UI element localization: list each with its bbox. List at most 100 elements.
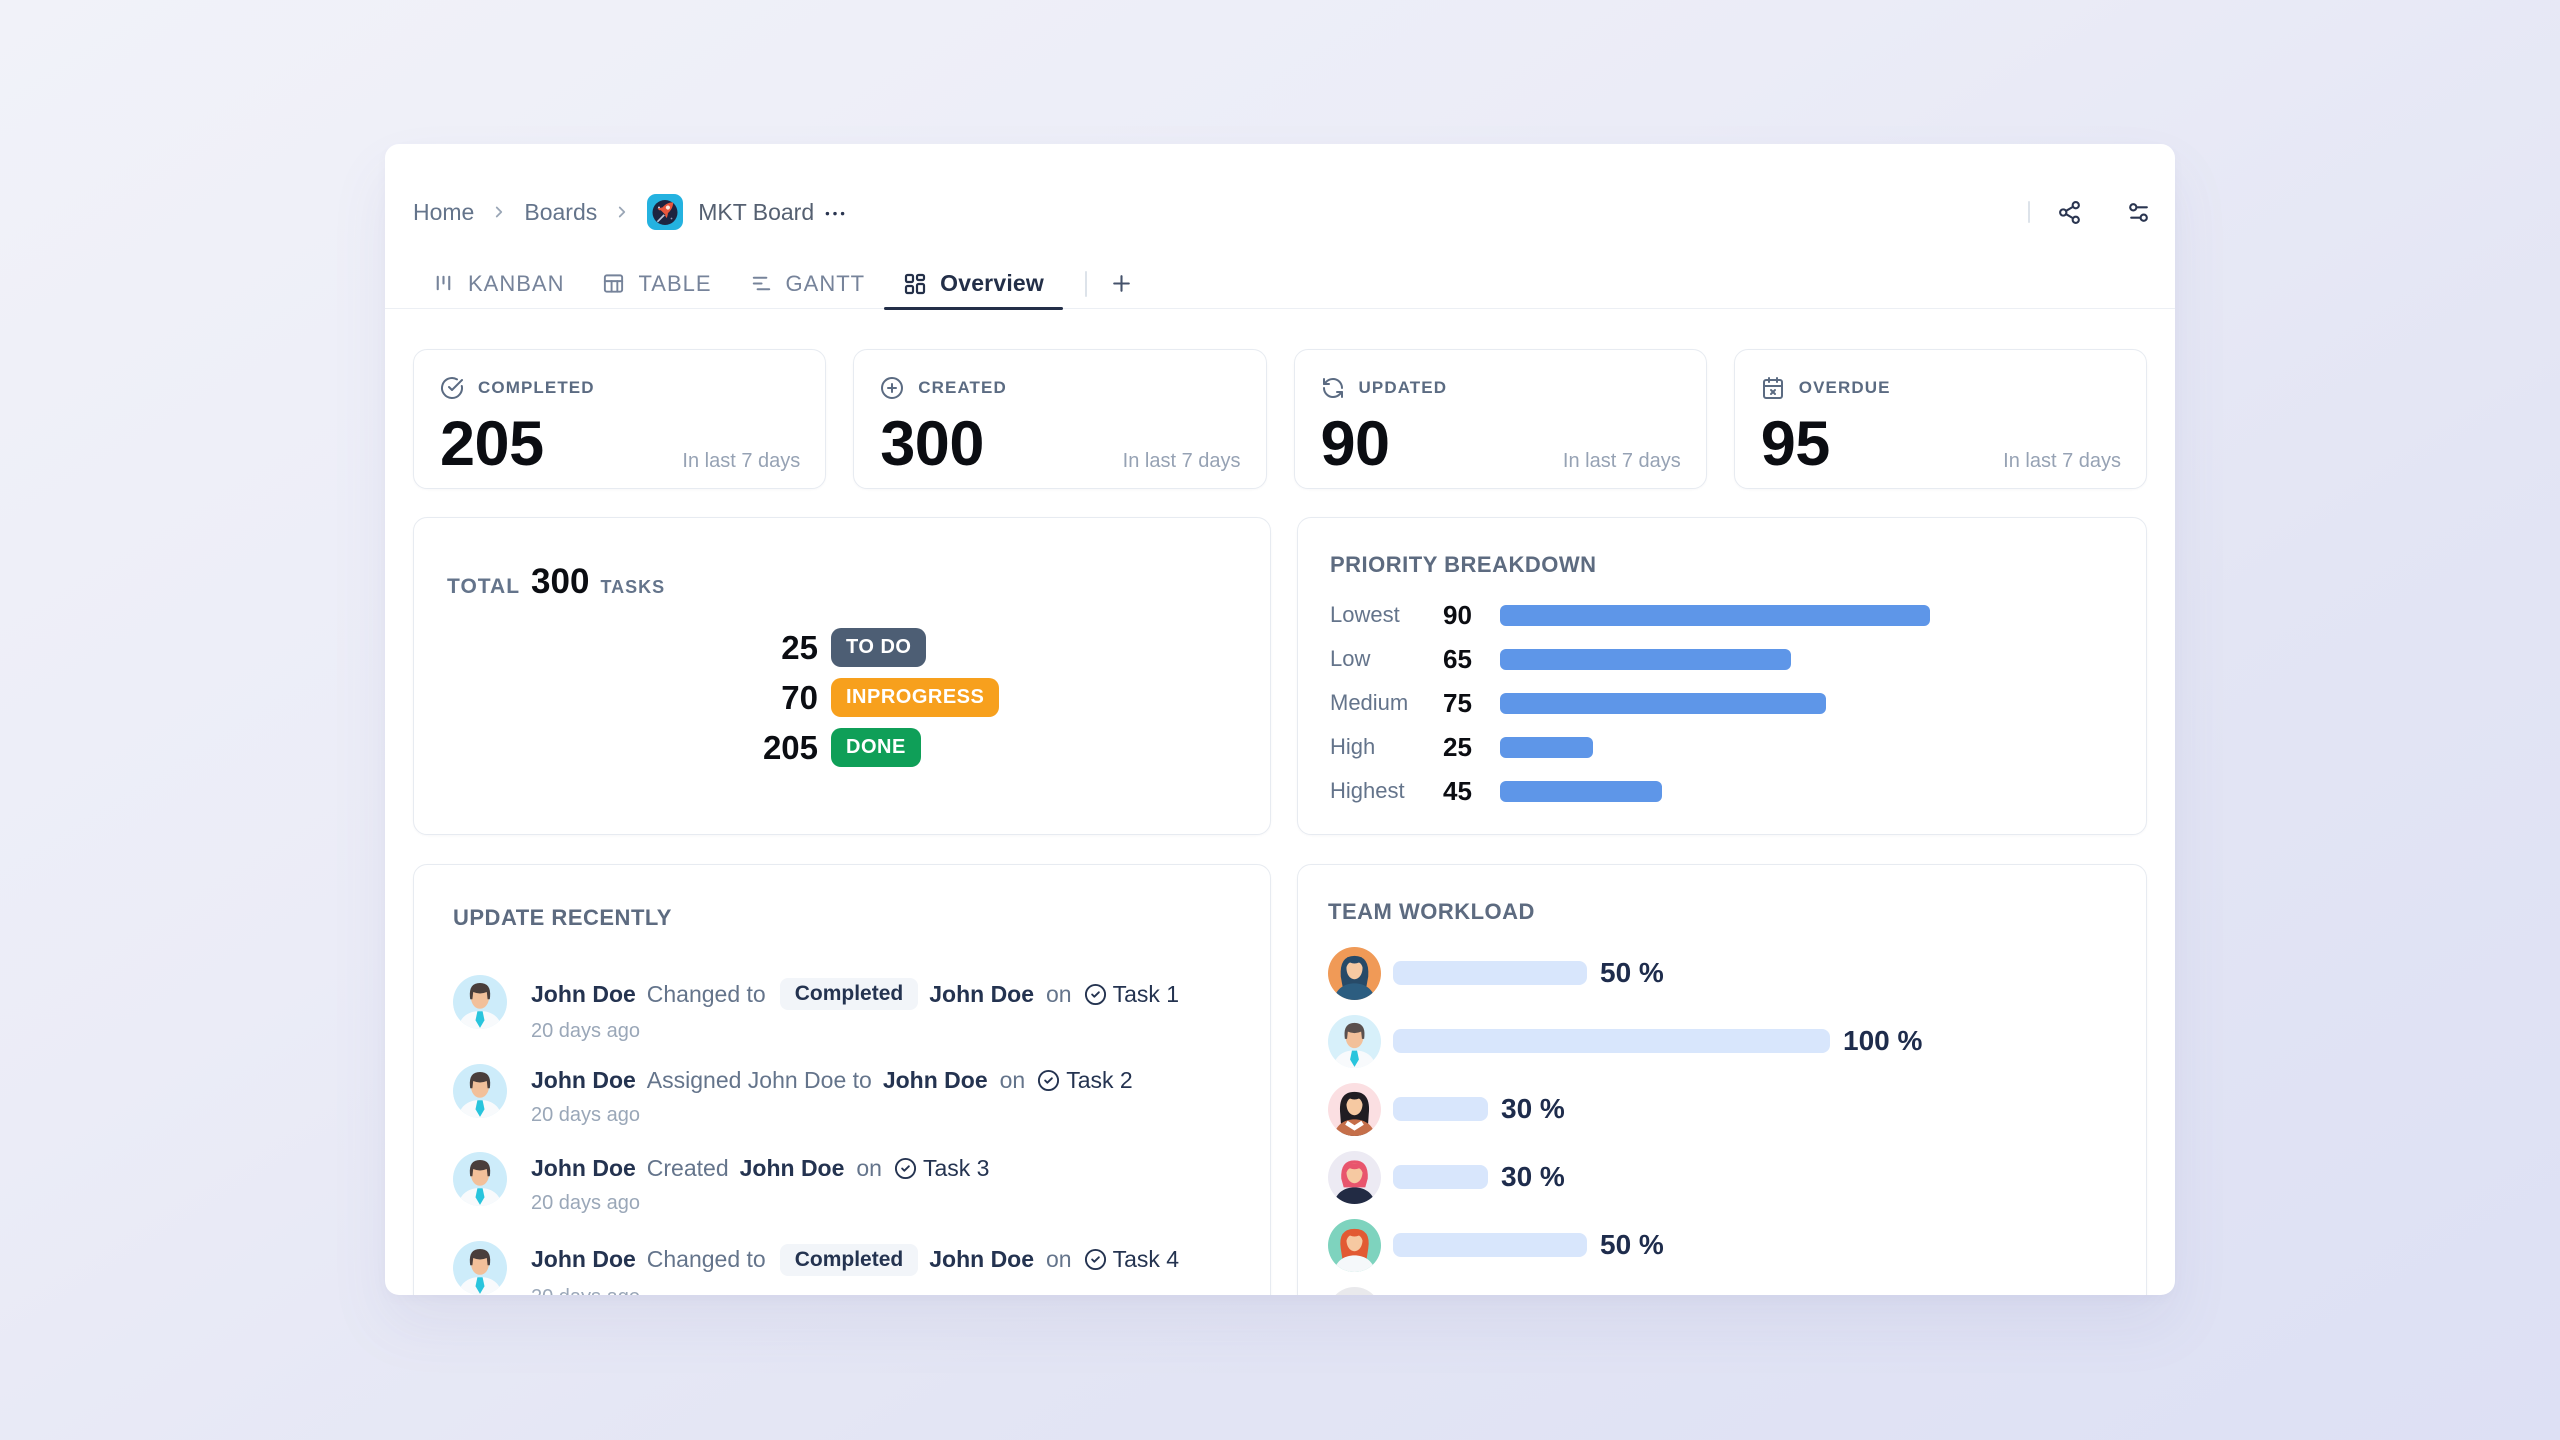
task-check-icon: [1037, 1069, 1060, 1092]
stat-value: 95: [1760, 409, 1831, 479]
avatar-woman-red-hair: [1328, 1218, 1381, 1272]
activity-target-user[interactable]: John Doe: [739, 1155, 845, 1181]
activity-time: 20 days ago: [531, 1020, 640, 1042]
activity-target-user[interactable]: John Doe: [929, 980, 1035, 1007]
activity-task[interactable]: Task 2: [1066, 1066, 1133, 1093]
team-workload-card: TEAM WORKLOAD 50 %: [1297, 864, 2147, 1295]
priority-row-medium: Medium 75: [1330, 681, 2114, 725]
activity-target-user[interactable]: John Doe: [929, 1246, 1035, 1272]
activity-task[interactable]: Task 4: [1112, 1246, 1180, 1272]
priority-bar: [1500, 736, 1593, 758]
activity-on: on: [856, 1155, 882, 1181]
priority-value: 25: [1443, 731, 1472, 762]
ellipsis-icon[interactable]: [822, 199, 848, 225]
activity-task[interactable]: Task 1: [1112, 980, 1180, 1007]
activity-item: John Doe Created John Doe on Task 3 20 d…: [453, 1152, 1240, 1241]
stat-caption: In last 7 days: [2003, 450, 2121, 472]
activity-action: Created: [646, 1155, 729, 1181]
activity-on: on: [1046, 1246, 1072, 1272]
priority-label: Low: [1330, 646, 1371, 671]
stat-value: 300: [880, 409, 984, 479]
priority-label: Medium: [1330, 690, 1409, 715]
priority-list: Lowest 90 Low 65 Medium 75: [1330, 593, 2114, 813]
stats-row: COMPLETED 205 In last 7 days CREATED 300…: [413, 349, 2147, 489]
activity-time: 20 days ago: [531, 1192, 640, 1214]
stat-card-body: 90 In last 7 days: [1321, 413, 1681, 476]
priority-label: High: [1330, 734, 1376, 759]
status-badge-todo: TO DO: [831, 628, 927, 667]
stat-label: COMPLETED: [478, 378, 595, 397]
kanban-icon: [432, 272, 455, 295]
avatar-woman-black-hair: [1328, 1082, 1381, 1136]
breadcrumb-boards[interactable]: Boards: [524, 198, 598, 225]
breadcrumb-board-name[interactable]: MKT Board: [698, 198, 815, 225]
priority-value: 90: [1443, 599, 1472, 630]
activity-action: Assigned John Doe to: [646, 1066, 872, 1093]
activity-user[interactable]: John Doe: [531, 980, 636, 1007]
add-tab-button[interactable]: [1099, 259, 1144, 308]
tab-kanban[interactable]: KANBAN: [413, 259, 583, 308]
priority-label: Highest: [1330, 778, 1405, 803]
tab-table[interactable]: TABLE: [583, 259, 730, 308]
activity-item: John Doe Changed to Completed John Doe o…: [453, 975, 1240, 1064]
status-row-todo: 25 TO DO: [447, 628, 1238, 667]
middle-row: TOTAL 300 TASKS 25 TO DO 70 INPROGRESS 2…: [413, 517, 2147, 835]
activity-user[interactable]: John Doe: [531, 1066, 636, 1093]
priority-row-highest: Highest 45: [1330, 769, 2114, 813]
status-list: 25 TO DO 70 INPROGRESS 205 DONE: [447, 628, 1238, 767]
priority-label: Lowest: [1330, 602, 1400, 627]
activity-title: UPDATE RECENTLY: [453, 905, 672, 930]
activity-on: on: [999, 1066, 1026, 1093]
top-bar: Home Boards: [385, 192, 2175, 232]
stat-value: 205: [440, 409, 544, 479]
stat-value: 90: [1320, 409, 1391, 479]
activity-item: John Doe Assigned John Doe to John Doe o…: [453, 1063, 1240, 1153]
workload-percent: 30 %: [1501, 1093, 1565, 1124]
activity-action: Changed to: [646, 980, 766, 1007]
avatar-man: [1328, 1014, 1381, 1068]
view-tabs: KANBAN TABLE GANTT Overview: [385, 259, 2175, 310]
tab-gantt[interactable]: GANTT: [731, 259, 885, 308]
share-icon[interactable]: [2057, 200, 2082, 225]
status-count: 70: [781, 678, 818, 716]
workload-list: 50 % 100 %: [1328, 939, 2116, 1295]
breadcrumb-home[interactable]: Home: [413, 198, 475, 225]
status-row-inprogress: 70 INPROGRESS: [447, 678, 1238, 717]
rocket-board-icon: [647, 194, 684, 230]
workload-bar: [1393, 1029, 1830, 1053]
tab-label: TABLE: [638, 270, 712, 296]
priority-row-lowest: Lowest 90: [1330, 593, 2114, 637]
activity-time: 20 days ago: [531, 1286, 1179, 1296]
activity-target-user[interactable]: John Doe: [882, 1066, 988, 1093]
avatar-man: [453, 975, 507, 1029]
activity-user[interactable]: John Doe: [531, 1246, 636, 1272]
workload-percent: 30 %: [1501, 1161, 1565, 1192]
calendar-x-icon: [1761, 376, 1785, 400]
activity-user[interactable]: John Doe: [531, 1155, 636, 1181]
activity-status-pill: Completed: [779, 1243, 919, 1276]
activity-task[interactable]: Task 3: [922, 1155, 990, 1181]
stat-card-created: CREATED 300 In last 7 days: [853, 349, 1267, 489]
settings-sliders-icon[interactable]: [2126, 200, 2151, 225]
tab-divider: [1085, 270, 1087, 297]
workload-percent: 50 %: [1600, 1229, 1664, 1260]
workload-bar: [1393, 1233, 1587, 1257]
tab-overview[interactable]: Overview: [884, 259, 1063, 310]
task-check-icon: [1084, 1248, 1107, 1271]
breadcrumb: Home Boards: [413, 194, 848, 230]
avatar-man: [453, 1240, 507, 1295]
priority-breakdown-card: PRIORITY BREAKDOWN Lowest 90 Low 65 Medi…: [1297, 517, 2147, 835]
check-circle-icon: [440, 376, 464, 400]
stat-card-header: UPDATED: [1321, 376, 1681, 400]
workload-row: [1328, 1279, 2116, 1295]
header-divider: [2028, 201, 2030, 223]
priority-row-low: Low 65: [1330, 637, 2114, 681]
stat-card-header: OVERDUE: [1761, 376, 2121, 400]
priority-title: PRIORITY BREAKDOWN: [1330, 552, 1597, 577]
task-check-icon: [894, 1157, 917, 1180]
task-check-icon: [1084, 983, 1107, 1006]
stat-caption: In last 7 days: [1562, 450, 1681, 472]
priority-bar: [1500, 648, 1791, 670]
total-suffix: TASKS: [600, 577, 666, 597]
status-badge-inprogress: INPROGRESS: [831, 678, 1000, 717]
